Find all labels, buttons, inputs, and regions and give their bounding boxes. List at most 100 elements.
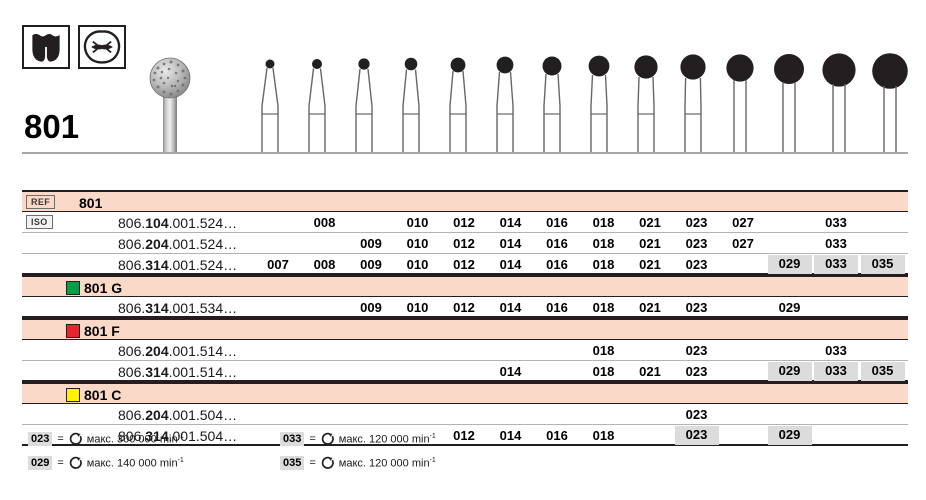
footnote-029: 029 = макс. 140 000 min-1 [28, 456, 184, 470]
footnote-035: 035 = макс. 120 000 min-1 [280, 456, 436, 470]
size-cell-007: 007 [267, 257, 289, 272]
table-row: 806.204.001.504… 023 [22, 404, 908, 425]
bur-figure-033 [816, 52, 862, 152]
size-cell-035: 035 [860, 362, 905, 381]
footnote-equals: = [309, 457, 316, 469]
hero-bur-illustration [142, 52, 198, 152]
iso-code: 806.314.001.504… [118, 428, 238, 444]
bur-figure-023 [673, 52, 713, 152]
size-cell-009: 009 [360, 236, 382, 251]
iso-code: 806.204.001.514… [118, 343, 238, 359]
size-cell-010: 010 [406, 215, 429, 230]
size-cell-018: 018 [592, 236, 615, 251]
grit-color-swatch [66, 281, 80, 295]
footnote-023: 023 = макс. 300 000 min-1 [28, 432, 184, 446]
grit-color-swatch [66, 388, 80, 402]
bur-figure-018 [579, 52, 619, 152]
bur-figure-027 [720, 52, 760, 152]
bur-figure-009 [344, 52, 384, 152]
size-cell-018: 018 [592, 364, 615, 379]
size-cell-027: 027 [732, 236, 754, 251]
size-cell-012: 012 [453, 300, 475, 315]
table-row: 806.204.001.514… 018 023 033 [22, 340, 908, 361]
table-row: 806.314.001.534… 009 010 012 014 016 018 021 023… [22, 297, 908, 318]
iso-code: 806.104.001.524… [118, 215, 238, 231]
size-cell-021: 021 [639, 364, 661, 379]
iso-code: 806.314.001.534… [118, 300, 238, 316]
rotation-speed-icon [321, 456, 335, 470]
group-header-801-f: 801 F [22, 318, 908, 340]
size-cell-018: 018 [592, 428, 615, 443]
group-label: 801 G [84, 280, 123, 296]
size-cell-016: 016 [546, 300, 568, 315]
bur-figure-008 [297, 52, 337, 152]
size-cell-029: 029 [767, 426, 812, 445]
footnote-equals: = [309, 433, 316, 445]
size-cell-014: 014 [499, 215, 522, 230]
size-cell-023: 023 [685, 300, 708, 315]
footnote-text: макс. 120 000 min-1 [338, 456, 436, 470]
size-cell-014: 014 [499, 364, 522, 379]
size-cell-033: 033 [825, 236, 847, 251]
size-cell-021: 021 [639, 300, 661, 315]
rotation-speed-icon [321, 432, 335, 446]
size-cell-016: 016 [546, 215, 568, 230]
bur-figure-021 [626, 52, 666, 152]
footnote-code: 035 [280, 456, 305, 470]
size-cell-018: 018 [592, 300, 615, 315]
size-cell-010: 010 [406, 236, 429, 251]
size-cell-018: 018 [592, 215, 615, 230]
size-cell-010: 010 [406, 257, 429, 272]
ref-badge: REF [26, 195, 56, 209]
size-cell-008: 008 [313, 257, 336, 272]
size-cell-012: 012 [453, 215, 475, 230]
size-cell-021: 021 [639, 215, 661, 230]
footnote-code: 023 [28, 432, 53, 446]
bur-figure-007 [250, 52, 290, 152]
iso-code: 806.314.001.524… [118, 257, 238, 273]
size-cell-033: 033 [825, 343, 847, 358]
size-cell-023: 023 [685, 215, 708, 230]
group-label: 801 F [84, 323, 120, 339]
rotation-speed-icon [69, 456, 83, 470]
size-cell-029: 029 [767, 255, 812, 274]
size-cell-014: 014 [499, 257, 522, 272]
size-cell-012: 012 [453, 428, 475, 443]
size-cell-029: 029 [767, 362, 812, 381]
size-cell-023: 023 [674, 426, 719, 445]
bur-size-illustrations [250, 52, 910, 152]
size-cell-016: 016 [546, 428, 568, 443]
size-cell-012: 012 [453, 257, 475, 272]
bur-figure-029 [767, 52, 811, 152]
footnote-033: 033 = макс. 120 000 min-1 [280, 432, 436, 446]
footnote-text: макс. 300 000 min-1 [86, 432, 184, 446]
size-cell-012: 012 [453, 236, 475, 251]
size-cell-023: 023 [685, 257, 708, 272]
specification-table: REF 801 ISO 806.104.001.524… 008 010 012 014 016… [22, 190, 908, 446]
size-cell-023: 023 [685, 236, 708, 251]
table-row: 806.314.001.504… 012 014 016 018 023 029 [22, 425, 908, 446]
bur-figure-016 [532, 52, 572, 152]
size-cell-014: 014 [499, 236, 522, 251]
footnote-equals: = [57, 457, 64, 469]
bur-figure-012 [438, 52, 478, 152]
table-row: 806.314.001.514… 014 018 021 023 029 033 035 [22, 361, 908, 382]
page-title: 801 [24, 108, 80, 145]
footnote-text: макс. 140 000 min-1 [86, 456, 184, 470]
tooth-prep-icon [22, 25, 70, 69]
size-cell-033: 033 [814, 362, 858, 381]
size-cell-016: 016 [546, 257, 568, 272]
grit-color-swatch [66, 324, 80, 338]
illustration-header: 801 [0, 0, 926, 170]
size-cell-021: 021 [639, 236, 661, 251]
size-cell-009: 009 [360, 300, 382, 315]
bur-figure-035 [866, 52, 914, 152]
footnote-code: 033 [280, 432, 305, 446]
size-cell-033: 033 [825, 215, 847, 230]
size-cell-023: 023 [685, 407, 708, 422]
size-cell-021: 021 [639, 257, 661, 272]
size-cell-014: 014 [499, 428, 522, 443]
table-row: ISO 806.104.001.524… 008 010 012 014 016 018 021… [22, 212, 908, 233]
table-row: 806.204.001.524… 009 010 012 014 016 018 021 023… [22, 233, 908, 254]
size-cell-014: 014 [499, 300, 522, 315]
